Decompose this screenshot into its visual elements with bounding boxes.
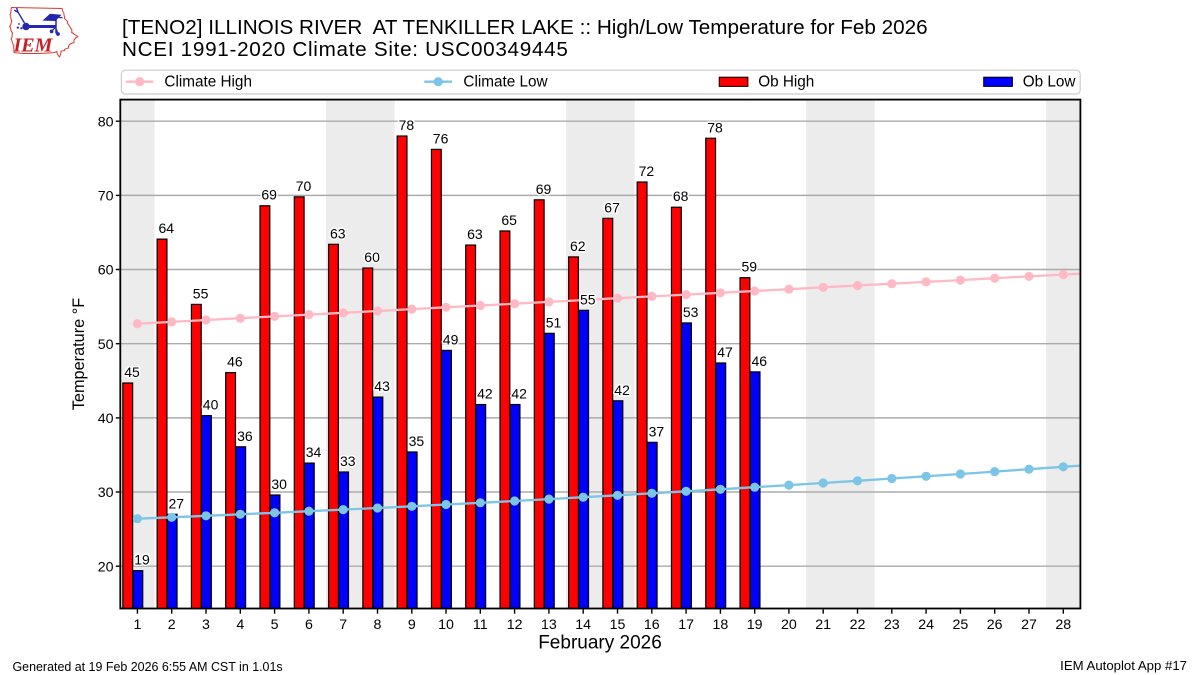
svg-text:42: 42: [477, 386, 493, 402]
svg-text:IEM: IEM: [13, 35, 54, 57]
svg-text:64: 64: [159, 220, 175, 236]
svg-text:NCEI 1991-2020 Climate Site: U: NCEI 1991-2020 Climate Site: USC00349445: [122, 38, 569, 61]
svg-text:76: 76: [433, 130, 449, 146]
svg-text:45: 45: [124, 364, 140, 380]
svg-text:IEM Autoplot App #17: IEM Autoplot App #17: [1060, 658, 1187, 673]
svg-text:42: 42: [511, 386, 527, 402]
svg-text:23: 23: [884, 617, 900, 633]
svg-text:47: 47: [717, 344, 733, 360]
svg-text:72: 72: [639, 163, 655, 179]
svg-text:Ob Low: Ob Low: [1023, 73, 1077, 90]
svg-text:43: 43: [374, 378, 390, 394]
svg-text:15: 15: [610, 617, 626, 633]
svg-text:19: 19: [747, 617, 763, 633]
svg-text:67: 67: [604, 199, 620, 215]
svg-text:Climate Low: Climate Low: [463, 73, 548, 90]
svg-text:55: 55: [193, 285, 209, 301]
svg-text:33: 33: [340, 453, 356, 469]
svg-text:42: 42: [614, 382, 630, 398]
svg-text:25: 25: [953, 617, 969, 633]
svg-text:[TENO2] ILLINOIS RIVER AT TEN: [TENO2] ILLINOIS RIVER AT TENKILLER LAKE…: [122, 16, 928, 39]
svg-text:5: 5: [271, 617, 279, 633]
svg-text:30: 30: [98, 485, 114, 501]
svg-text:80: 80: [98, 114, 114, 130]
svg-text:69: 69: [261, 187, 277, 203]
svg-text:2: 2: [168, 617, 176, 633]
svg-text:50: 50: [98, 337, 114, 353]
svg-text:1: 1: [133, 617, 141, 633]
svg-text:51: 51: [546, 314, 562, 330]
svg-text:February 2026: February 2026: [538, 633, 662, 654]
svg-text:36: 36: [237, 428, 253, 444]
svg-text:62: 62: [570, 238, 586, 254]
svg-text:49: 49: [443, 331, 459, 347]
svg-text:68: 68: [673, 188, 689, 204]
svg-text:63: 63: [467, 226, 483, 242]
svg-text:11: 11: [473, 617, 488, 633]
svg-text:27: 27: [169, 495, 185, 511]
svg-text:63: 63: [330, 225, 346, 241]
svg-text:70: 70: [98, 189, 114, 205]
svg-text:35: 35: [409, 433, 425, 449]
svg-text:20: 20: [781, 617, 797, 633]
svg-text:21: 21: [815, 617, 831, 633]
svg-text:60: 60: [98, 263, 114, 279]
svg-text:26: 26: [987, 617, 1003, 633]
svg-text:22: 22: [850, 617, 866, 633]
svg-text:14: 14: [575, 617, 591, 633]
svg-text:78: 78: [399, 117, 415, 133]
svg-text:8: 8: [374, 617, 382, 633]
svg-text:60: 60: [364, 249, 380, 265]
svg-text:4: 4: [236, 617, 244, 633]
svg-text:30: 30: [271, 476, 287, 492]
svg-text:16: 16: [644, 617, 660, 633]
svg-text:70: 70: [296, 178, 312, 194]
svg-text:59: 59: [742, 259, 758, 275]
svg-text:69: 69: [536, 181, 552, 197]
svg-text:28: 28: [1055, 617, 1071, 633]
svg-text:Generated at 19 Feb 2026 6:55: Generated at 19 Feb 2026 6:55 AM CST in …: [13, 660, 283, 674]
svg-text:53: 53: [683, 304, 699, 320]
svg-text:Climate High: Climate High: [164, 73, 252, 90]
svg-text:Ob High: Ob High: [758, 73, 814, 90]
svg-text:40: 40: [203, 397, 219, 413]
svg-text:17: 17: [678, 617, 694, 633]
svg-text:46: 46: [227, 354, 243, 370]
svg-text:55: 55: [580, 291, 596, 307]
svg-text:9: 9: [408, 617, 416, 633]
svg-text:12: 12: [507, 617, 523, 633]
svg-text:18: 18: [713, 617, 729, 633]
svg-text:7: 7: [339, 617, 347, 633]
svg-text:Temperature °F: Temperature °F: [70, 298, 88, 410]
svg-text:27: 27: [1021, 617, 1037, 633]
svg-text:65: 65: [501, 212, 517, 228]
svg-text:13: 13: [541, 617, 557, 633]
svg-text:46: 46: [752, 353, 768, 369]
svg-text:40: 40: [98, 411, 114, 427]
svg-text:10: 10: [438, 617, 454, 633]
svg-text:37: 37: [649, 423, 665, 439]
svg-text:24: 24: [918, 617, 934, 633]
svg-text:6: 6: [305, 617, 313, 633]
svg-text:34: 34: [306, 444, 322, 460]
svg-text:19: 19: [134, 552, 150, 568]
svg-text:3: 3: [202, 617, 210, 633]
svg-text:78: 78: [707, 119, 723, 135]
svg-text:20: 20: [98, 559, 114, 575]
